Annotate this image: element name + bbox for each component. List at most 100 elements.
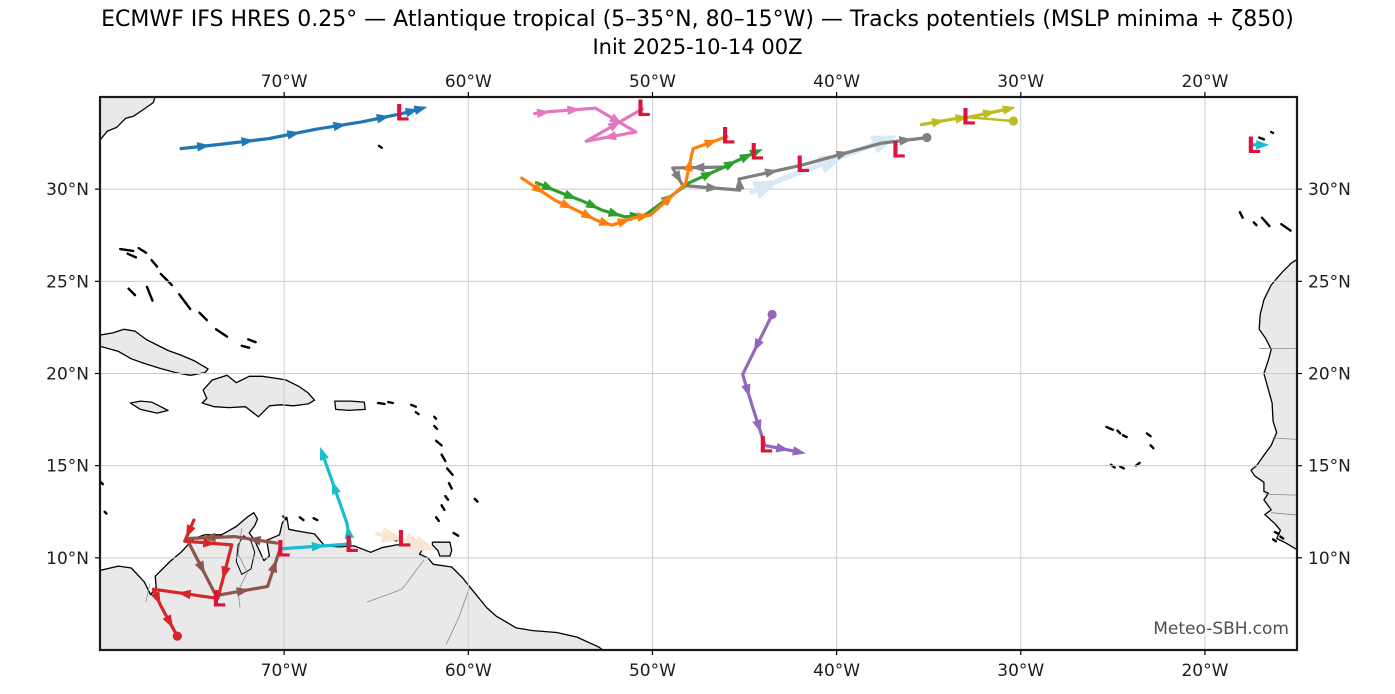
lon-tick-label-top: 40°W <box>813 72 860 92</box>
track-arrow <box>202 537 217 548</box>
figure-subtitle: Init 2025-10-14 00Z <box>592 35 803 59</box>
track-arrow <box>603 131 617 141</box>
track-arrow <box>835 150 850 160</box>
island <box>1260 216 1271 228</box>
lon-tick-label-top: 70°W <box>261 72 308 92</box>
island <box>1271 538 1278 543</box>
track-olive-branch <box>967 116 1019 126</box>
mslp-min-L-marker: L <box>636 97 650 122</box>
mslp-min-L-marker: L <box>397 527 411 552</box>
track-arrow <box>196 142 211 152</box>
track-red <box>150 518 234 641</box>
lon-tick-label-top: 30°W <box>997 72 1044 92</box>
island <box>145 285 154 302</box>
island <box>240 344 251 349</box>
island <box>434 516 441 523</box>
track-arrow <box>598 216 613 226</box>
island <box>214 328 229 338</box>
track-arrow <box>162 614 173 629</box>
track-arrow <box>247 535 262 546</box>
lat-tick-label-right: 15°N <box>1308 457 1351 477</box>
mslp-min-L-marker: L <box>1247 134 1261 159</box>
track-arrow <box>607 121 622 132</box>
track-brown <box>185 532 283 598</box>
island <box>473 497 479 503</box>
track-arrow <box>1256 140 1270 150</box>
puerto-rico <box>334 400 366 412</box>
island <box>119 247 135 253</box>
track-arrow <box>735 176 745 190</box>
cuba <box>100 328 209 376</box>
island <box>1273 530 1280 536</box>
track-arrow <box>236 587 250 597</box>
mslp-min-L-marker: L <box>750 140 764 165</box>
track-arrow <box>706 182 720 193</box>
island <box>414 411 420 416</box>
track-arrow <box>752 418 762 433</box>
island <box>1149 444 1155 450</box>
track-arrow <box>380 526 404 543</box>
track-line <box>967 116 1015 123</box>
island <box>440 504 446 512</box>
lat-tick-label-right: 10°N <box>1308 549 1351 569</box>
track-arrow <box>703 139 718 149</box>
track-arrow <box>585 198 600 209</box>
track-end-dot <box>172 631 182 641</box>
track-arrow <box>331 481 341 495</box>
lon-tick-label-bottom: 50°W <box>629 661 676 681</box>
island <box>159 272 174 287</box>
track-line <box>179 107 422 151</box>
track-arrow <box>870 135 898 154</box>
island <box>447 481 453 490</box>
island <box>126 252 138 259</box>
border-line <box>1264 493 1297 496</box>
island <box>1279 535 1285 540</box>
track-arrow <box>413 105 428 115</box>
lat-tick-label-right: 25°N <box>1308 272 1351 292</box>
island <box>100 481 104 486</box>
track-end-dot <box>1008 116 1019 126</box>
track-arrow <box>541 181 555 191</box>
lat-tick-label-left: 25°N <box>46 272 89 292</box>
lon-tick-label-top: 60°W <box>445 72 492 92</box>
lon-tick-label-bottom: 20°W <box>1181 661 1228 681</box>
island <box>1238 211 1244 219</box>
island <box>410 403 418 408</box>
island <box>1145 432 1152 438</box>
track-arrow <box>202 532 216 543</box>
island <box>198 311 209 322</box>
mslp-min-L-marker: L <box>344 533 358 558</box>
track-arrow <box>753 337 764 352</box>
track-arrow <box>683 158 693 172</box>
track-arrow <box>616 218 631 228</box>
track-arrow <box>898 136 913 146</box>
island <box>434 439 443 447</box>
island <box>433 415 438 420</box>
border-line <box>1272 437 1297 440</box>
border-line <box>1271 512 1297 516</box>
track-end-dot <box>922 132 932 143</box>
track-arrow <box>764 168 779 178</box>
lon-tick-label-bottom: 40°W <box>813 661 860 681</box>
mslp-min-L-marker: L <box>796 153 810 178</box>
lat-tick-label-left: 20°N <box>46 365 89 385</box>
track-arrow <box>177 589 192 600</box>
track-arrow <box>567 105 581 116</box>
track-start-dot <box>767 309 777 320</box>
jamaica <box>129 400 169 414</box>
map-frame <box>98 95 1299 652</box>
lon-tick-label-top: 20°W <box>1181 72 1228 92</box>
island <box>298 516 305 522</box>
island <box>377 144 383 149</box>
island <box>445 467 454 477</box>
africa <box>1250 258 1297 551</box>
track-arrow <box>955 114 969 124</box>
mslp-min-L-marker: L <box>759 433 773 458</box>
track-pale-blue <box>749 135 898 200</box>
track-gray <box>671 132 932 193</box>
track-arrow <box>412 535 437 551</box>
border-line <box>366 559 425 603</box>
lon-tick-label-bottom: 60°W <box>445 661 492 681</box>
